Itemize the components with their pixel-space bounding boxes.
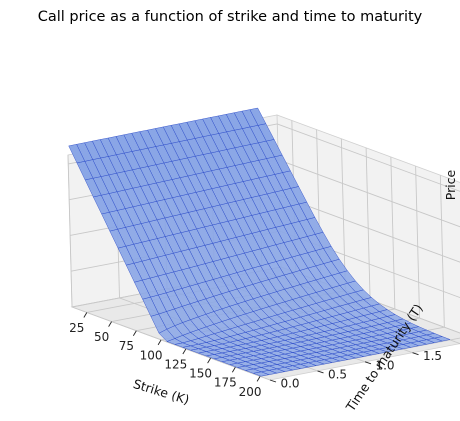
- x-tick-mark: [231, 366, 236, 373]
- floor-grid-y: [71, 306, 271, 381]
- x-tick-mark: [182, 348, 187, 355]
- x-tick-label: 25: [69, 321, 84, 335]
- price-surface: [68, 107, 451, 377]
- left-grid-y: [67, 154, 73, 308]
- x-tick-label: 150: [189, 367, 212, 381]
- back-grid-x: [340, 138, 346, 291]
- x-tick-label: 75: [119, 339, 134, 353]
- y-tick-mark: [317, 370, 324, 374]
- x-tick-mark: [256, 376, 261, 382]
- x-tick-label: 175: [214, 376, 237, 390]
- y-tick-label: 1.0: [375, 358, 394, 372]
- x-tick-label: 100: [140, 348, 163, 362]
- x-axis-label: Strike (K): [131, 376, 191, 407]
- x-tick-label: 125: [164, 358, 187, 372]
- z-axis-label: Price: [443, 169, 458, 200]
- back-grid-z: [277, 123, 460, 192]
- y-tick-label: 0.0: [280, 377, 299, 391]
- x-tick-mark: [108, 321, 112, 327]
- y-tick-mark: [269, 379, 277, 383]
- back-grid-x: [390, 156, 396, 309]
- y-tick-label: 1.5: [423, 349, 442, 363]
- chart-title: Call price as a function of strike and t…: [37, 9, 423, 25]
- back-grid-z: [278, 195, 460, 263]
- x-tick-mark: [157, 339, 162, 346]
- y-tick-label: 0.5: [328, 367, 347, 381]
- back-grid-x: [365, 147, 371, 300]
- x-tick-label: 200: [239, 385, 262, 399]
- surface-patch: [68, 144, 86, 164]
- back-grid-x: [439, 175, 445, 328]
- x-tick-mark: [132, 330, 137, 336]
- x-tick-label: 50: [94, 330, 109, 344]
- back-grid-z: [278, 159, 460, 228]
- back-grid-x: [415, 166, 421, 319]
- y-tick-mark: [364, 361, 372, 365]
- y-tick-mark: [412, 352, 419, 356]
- x-tick-mark: [207, 357, 211, 364]
- axis-ticks: 2550751001251501752000.00.51.01.52.00204…: [69, 312, 460, 399]
- x-tick-mark: [83, 312, 88, 318]
